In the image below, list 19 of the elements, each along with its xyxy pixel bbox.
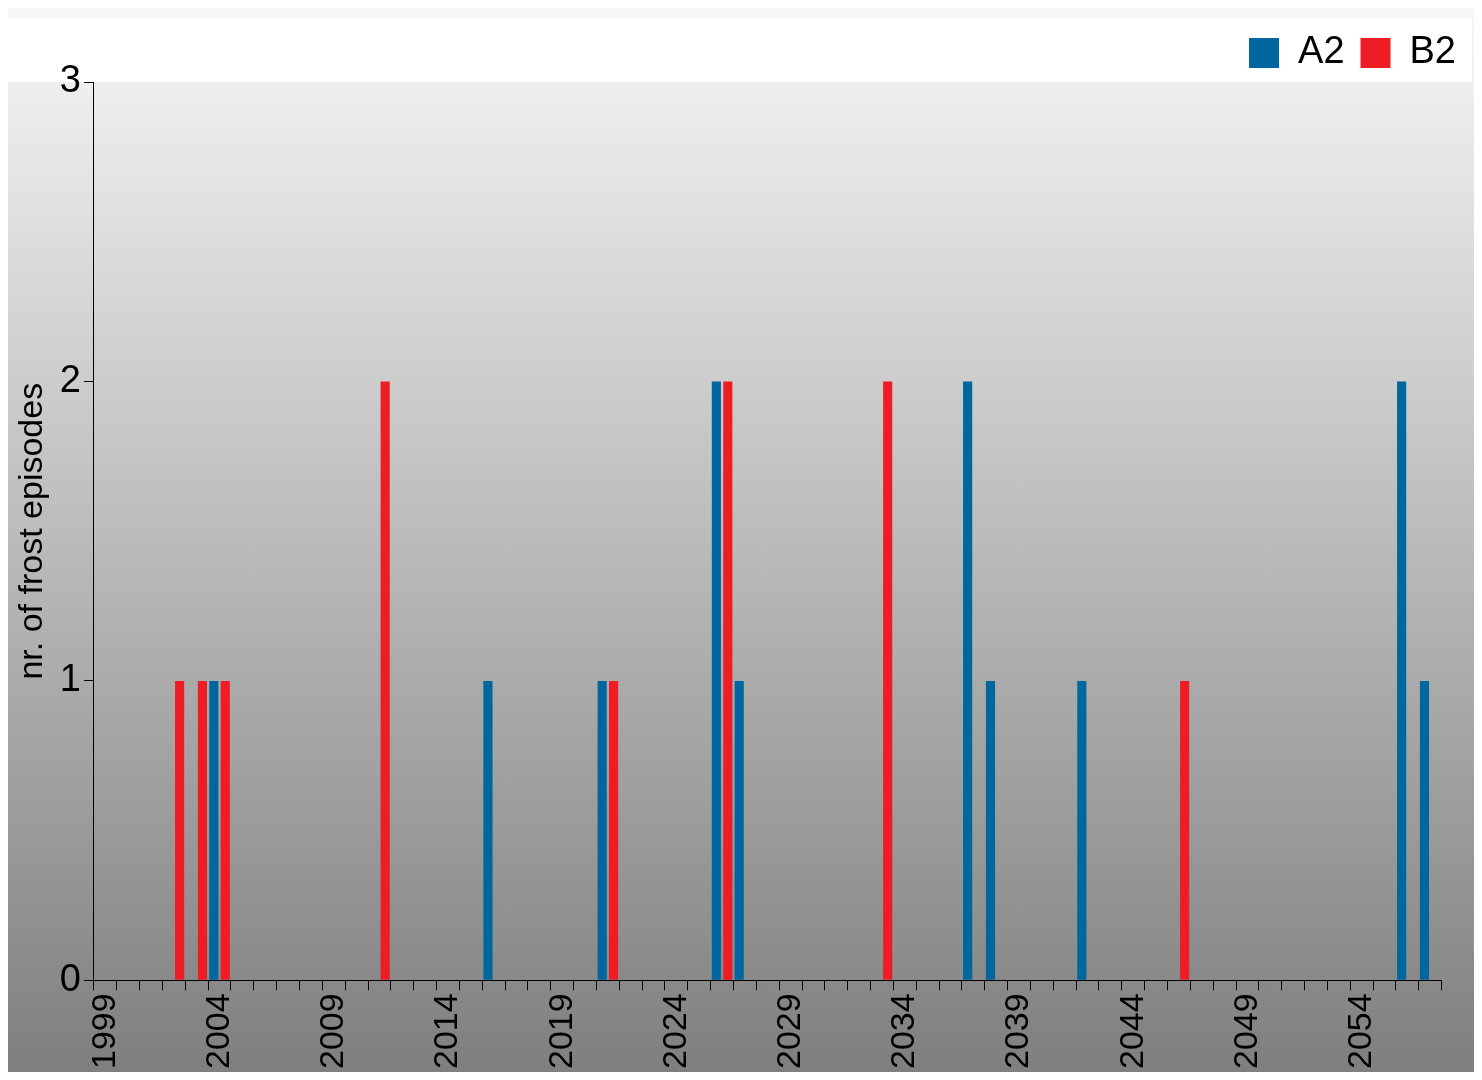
x-tick-label: 1999 [83, 993, 122, 1069]
x-tick-label: 2044 [1111, 993, 1150, 1069]
x-tick-label: 2014 [426, 993, 465, 1069]
y-tick-label: 2 [59, 357, 81, 400]
x-tick-label: 2049 [1225, 993, 1264, 1069]
y-tick-label: 0 [59, 956, 81, 999]
x-tick-label: 2034 [883, 993, 922, 1069]
legend-label: B2 [1409, 29, 1456, 72]
x-tick-label: 2004 [197, 993, 236, 1069]
x-tick-label: 2039 [997, 993, 1036, 1069]
y-tick-label: 3 [59, 58, 81, 101]
legend-label: A2 [1298, 29, 1345, 72]
y-axis-title: nr. of frost episodes [10, 382, 49, 680]
x-tick-label: 2029 [768, 993, 807, 1069]
x-tick-label: 2019 [540, 993, 579, 1069]
x-tick-label: 2054 [1340, 993, 1379, 1069]
y-tick-label: 1 [59, 657, 81, 700]
x-tick-label: 2009 [312, 993, 351, 1069]
x-tick-label: 2024 [654, 993, 693, 1069]
